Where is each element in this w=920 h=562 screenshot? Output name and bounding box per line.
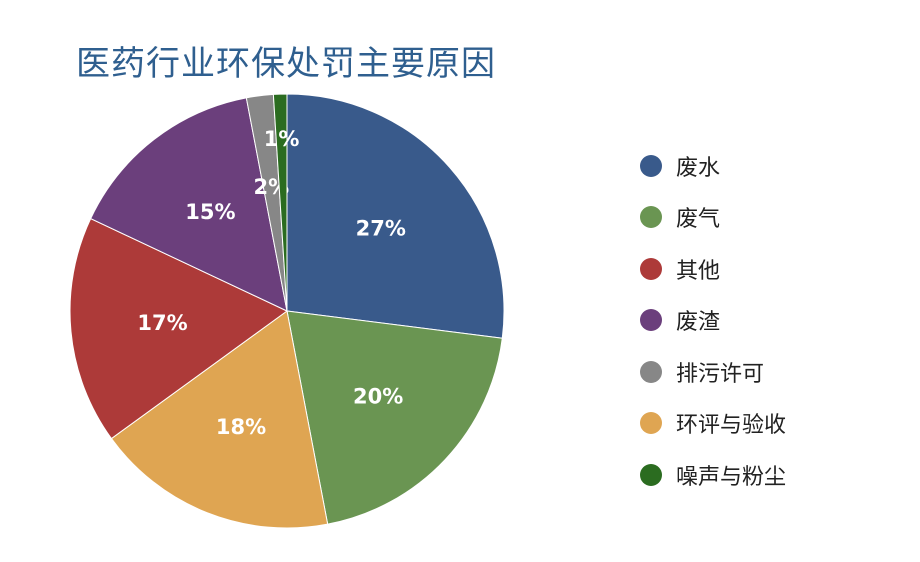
slice-value-label-waste-gas: 20%: [353, 385, 403, 409]
legend-label: 排污许可: [676, 361, 765, 387]
legend-swatch: [640, 309, 662, 332]
legend-label: 废水: [676, 155, 721, 181]
chart-legend: 废水 废气 其他 废渣 排污许可 环评与验收 噪声与粉尘: [640, 140, 786, 501]
legend-swatch: [640, 360, 662, 383]
legend-item-wastewater: 废水: [640, 140, 786, 192]
slice-value-label-noise-dust: 1%: [264, 127, 300, 151]
pie-slice-other: [69, 217, 288, 440]
legend-item-eia-acceptance: 环评与验收: [640, 398, 786, 450]
slice-value-label-eia-acceptance: 18%: [216, 415, 266, 439]
legend-item-discharge-permit: 排污许可: [640, 346, 786, 398]
legend-swatch: [640, 154, 662, 177]
slice-value-label-waste-residue: 15%: [185, 200, 235, 224]
pie-slice-waste-gas: [286, 310, 503, 525]
pie-slice-eia-acceptance: [110, 310, 329, 529]
legend-label: 废气: [676, 207, 721, 233]
chart-title: 医药行业环保处罚主要原因: [76, 44, 496, 84]
legend-label: 废渣: [676, 310, 721, 336]
legend-swatch: [640, 463, 662, 486]
legend-label: 噪声与粉尘: [676, 464, 787, 490]
slice-value-label-other: 17%: [137, 311, 187, 335]
legend-item-other: 其他: [640, 243, 786, 295]
legend-label: 环评与验收: [676, 413, 787, 439]
legend-item-waste-gas: 废气: [640, 192, 786, 244]
legend-swatch: [640, 412, 662, 435]
legend-item-noise-dust: 噪声与粉尘: [640, 449, 786, 501]
slice-value-label-wastewater: 27%: [356, 216, 406, 240]
legend-swatch: [640, 257, 662, 280]
legend-swatch: [640, 206, 662, 229]
pie-slice-noise-dust: [272, 93, 288, 312]
pie-slice-wastewater: [286, 93, 505, 339]
legend-item-waste-residue: 废渣: [640, 295, 786, 347]
pie-slice-waste-residue: [89, 97, 288, 312]
legend-label: 其他: [676, 258, 721, 284]
